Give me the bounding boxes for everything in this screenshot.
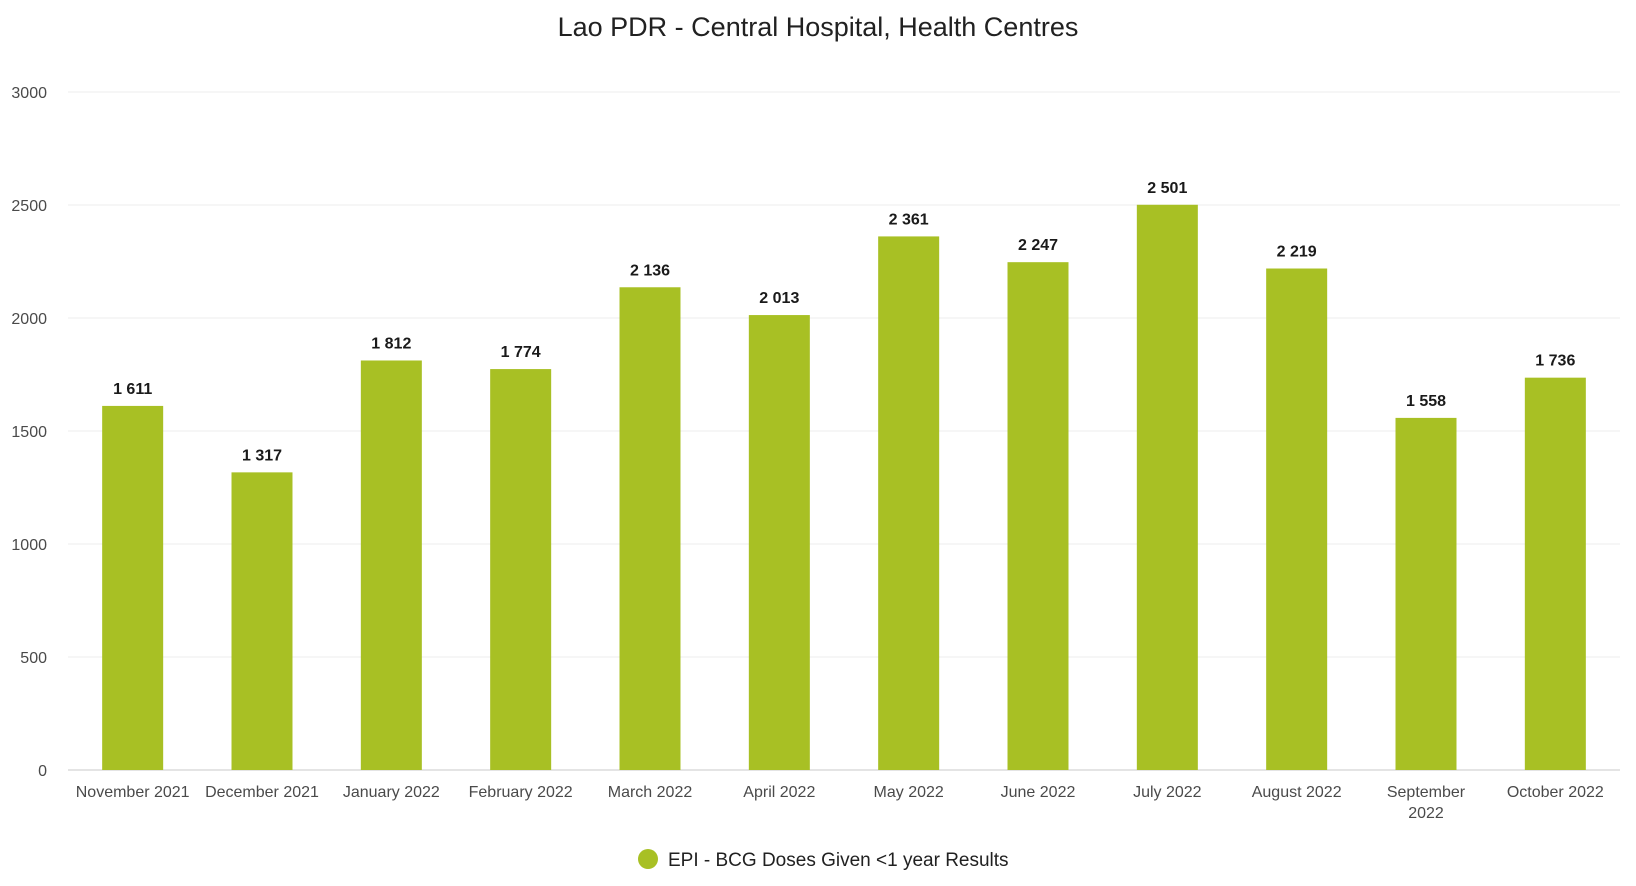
x-tick-label: January 2022 (343, 784, 440, 801)
y-tick-label: 0 (38, 763, 47, 780)
x-tick-label: December 2021 (205, 784, 319, 801)
bar[interactable] (360, 360, 422, 770)
y-tick-label: 2500 (11, 198, 47, 215)
data-labels: 1 611 1 317 1 812 1 774 2 136 2 013 2 361 2 247… (113, 180, 1575, 465)
bar[interactable] (1395, 417, 1457, 770)
x-tick-label: September (1387, 784, 1466, 801)
grid-lines (68, 91, 1620, 771)
y-tick-label: 500 (20, 650, 47, 667)
x-tick-label: July 2022 (1133, 784, 1202, 801)
data-label: 1 774 (501, 344, 541, 361)
chart-title: Lao PDR - Central Hospital, Health Centr… (558, 12, 1079, 42)
x-tick-label: November 2021 (76, 784, 190, 801)
bars (102, 204, 1586, 771)
x-tick-label: February 2022 (469, 784, 573, 801)
data-label: 1 812 (371, 335, 411, 352)
data-label: 2 501 (1147, 180, 1187, 197)
bar[interactable] (619, 287, 681, 770)
data-label: 2 361 (889, 211, 929, 228)
y-tick-label: 3000 (11, 85, 47, 102)
bar[interactable] (1136, 204, 1198, 771)
bar[interactable] (490, 369, 552, 770)
x-tick-label: October 2022 (1507, 784, 1604, 801)
y-tick-label: 2000 (11, 311, 47, 328)
data-label: 2 247 (1018, 237, 1058, 254)
y-tick-label: 1000 (11, 537, 47, 554)
x-tick-label: May 2022 (874, 784, 944, 801)
data-label: 2 013 (759, 290, 799, 307)
x-tick-label: June 2022 (1001, 784, 1076, 801)
data-label: 1 558 (1406, 393, 1446, 410)
bar[interactable] (102, 405, 164, 770)
data-label: 2 219 (1277, 244, 1317, 261)
legend-marker (638, 849, 658, 869)
x-tick-label: 2022 (1408, 805, 1444, 822)
data-label: 2 136 (630, 262, 670, 279)
bar[interactable] (1266, 268, 1328, 770)
x-tick-label: April 2022 (743, 784, 815, 801)
bar[interactable] (1524, 377, 1586, 770)
data-label: 1 736 (1535, 353, 1575, 370)
data-label: 1 611 (113, 381, 152, 398)
bar[interactable] (748, 315, 810, 770)
x-axis: November 2021 December 2021 January 2022 Fe… (76, 784, 1604, 822)
legend[interactable]: EPI - BCG Doses Given <1 year Results (638, 849, 1009, 871)
legend-label: EPI - BCG Doses Given <1 year Results (668, 850, 1009, 871)
y-axis: 0 500 1000 1500 2000 2500 3000 (11, 85, 47, 780)
x-tick-label: August 2022 (1252, 784, 1342, 801)
bar[interactable] (878, 236, 940, 770)
bar[interactable] (1007, 262, 1069, 770)
data-label: 1 317 (242, 447, 282, 464)
x-tick-label: March 2022 (608, 784, 693, 801)
bar[interactable] (231, 472, 293, 770)
y-tick-label: 1500 (11, 424, 47, 441)
